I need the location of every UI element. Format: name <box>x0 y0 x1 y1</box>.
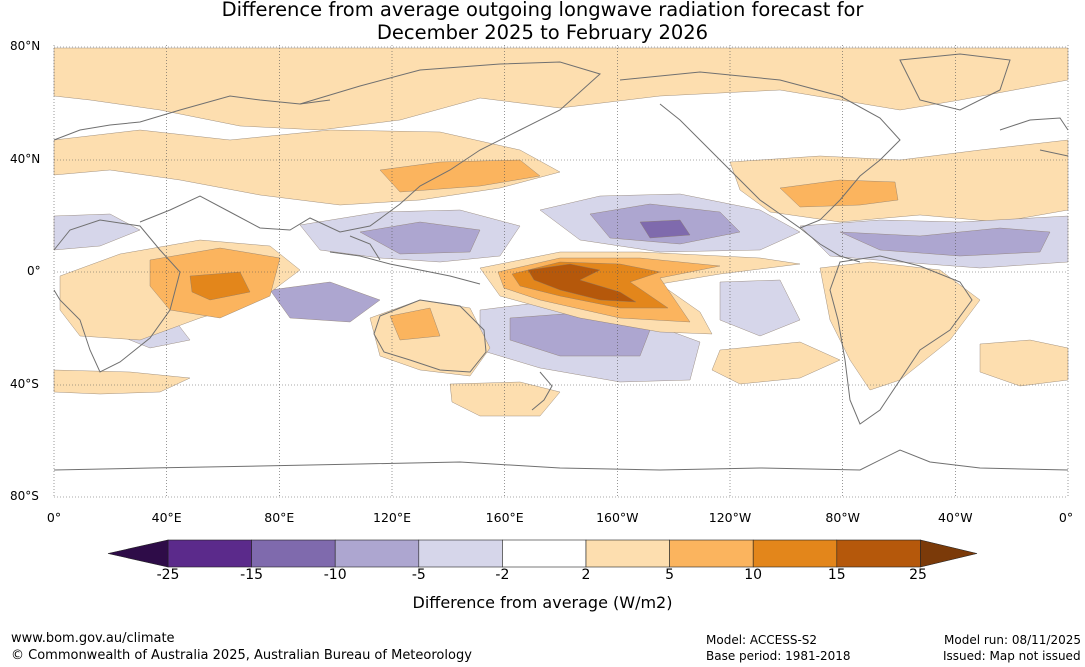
graticule <box>53 45 1069 498</box>
colorbar-segment <box>585 539 670 568</box>
negative-anomaly-south-east-pacific <box>719 279 801 337</box>
colorbar-segment <box>836 539 921 568</box>
footer-copyright: © Commonwealth of Australia 2025, Austra… <box>11 648 472 663</box>
map-title-line-2: December 2025 to February 2026 <box>376 21 709 44</box>
colorbar-tick-label: 10 <box>744 567 763 583</box>
footer-website: www.bom.gov.au/climate <box>11 631 175 646</box>
positive-anomaly-south-america <box>819 261 981 391</box>
colorbar-segment <box>334 539 420 568</box>
colorbar-tick-label: -2 <box>495 567 510 583</box>
lon-label-40w: 40°W <box>938 510 973 525</box>
coastline-asia <box>139 61 601 233</box>
positive-anomaly-us-core <box>779 179 899 208</box>
colorbar-segment <box>752 539 838 568</box>
footer-base-period: Base period: 1981-2018 <box>706 649 851 663</box>
footer-issued: Issued: Map not issued <box>943 649 1081 663</box>
positive-anomaly-south-indian <box>53 369 191 395</box>
lat-label-80n: 80°N <box>10 39 41 53</box>
colorbar-under-arrow <box>107 539 169 568</box>
lon-label-160w: 160°W <box>596 510 639 525</box>
colorbar-segment <box>502 539 587 568</box>
lon-label-120e: 120°E <box>372 510 412 525</box>
footer-model: Model: ACCESS-S2 <box>706 633 818 647</box>
colorbar-tick-label: 2 <box>581 567 591 583</box>
lon-label-80w: 80°W <box>825 510 860 525</box>
lon-label-160e: 160°E <box>485 510 524 525</box>
colorbar-tick-label: -5 <box>411 567 426 583</box>
lon-label-120w: 120°W <box>708 510 752 525</box>
coastline-south-america <box>829 255 973 425</box>
lat-label-40s: 40°S <box>10 377 39 391</box>
colorbar-segment <box>167 539 252 568</box>
lon-label-40e: 40°E <box>151 510 182 525</box>
coastline-central-america <box>799 227 861 263</box>
coastline-new-zealand <box>531 371 553 411</box>
colorbar-tick-label: 5 <box>665 567 675 583</box>
colorbar-segment <box>251 539 336 568</box>
coastline-africa-europe <box>53 95 331 373</box>
lat-label-40n: 40°N <box>10 152 41 166</box>
coastline-australia <box>373 299 487 373</box>
positive-anomaly-asia-core <box>379 159 541 193</box>
coastline-north-america <box>619 71 901 229</box>
lon-label-0: 0° <box>46 510 62 525</box>
positive-anomaly-central-pacific-strong <box>527 263 637 303</box>
coastline-antarctica <box>53 449 1069 471</box>
footer-model-run: Model run: 08/11/2025 <box>944 633 1082 647</box>
positive-anomaly-south-east-pacific <box>711 341 841 385</box>
coastline-greenland <box>899 53 1011 111</box>
colorbar-tick-label: -25 <box>156 567 180 583</box>
colorbar-tick-label: 25 <box>909 567 927 583</box>
lat-label-80s: 80°S <box>10 489 39 503</box>
coastline-maritime <box>329 235 481 285</box>
lon-label-80e: 80°E <box>264 510 295 525</box>
colorbar-segment <box>418 539 503 568</box>
colorbar-tick-label: -10 <box>323 567 347 583</box>
negative-anomaly-indian-ocean-south <box>269 281 381 323</box>
negative-anomaly-atlantic-core <box>839 227 1051 257</box>
coastline-europe-north <box>999 117 1069 157</box>
positive-anomaly-north-band <box>53 47 1069 131</box>
colorbar-segment <box>669 539 754 568</box>
colorbar-tick-label: -15 <box>240 567 264 583</box>
positive-anomaly-australia-core <box>389 307 441 341</box>
lon-label-0-east: 0° <box>1058 510 1074 525</box>
map-title-line-1: Difference from average outgoing longwav… <box>221 0 864 21</box>
positive-anomaly-africa-high <box>189 271 251 301</box>
negative-anomaly-maritime-core <box>359 221 481 255</box>
lat-label-0: 0° <box>27 264 41 278</box>
coastline-layer <box>53 53 1069 471</box>
colorbar-title: Difference from average (W/m2) <box>412 593 673 612</box>
positive-anomaly-south-atlantic <box>979 339 1069 387</box>
colorbar <box>107 539 978 568</box>
negative-anomaly-north-pacific-strong <box>639 219 691 239</box>
colorbar-over-arrow <box>920 539 978 568</box>
colorbar-tick-label: 15 <box>827 567 846 583</box>
